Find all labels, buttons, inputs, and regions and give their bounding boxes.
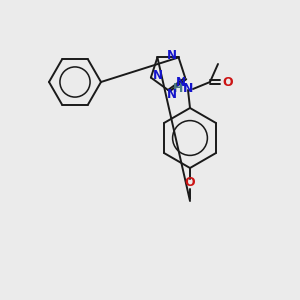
Text: O: O — [223, 76, 233, 88]
Text: N: N — [176, 76, 186, 89]
Text: N: N — [167, 49, 177, 62]
Text: N: N — [153, 69, 163, 82]
Text: H: H — [173, 82, 183, 95]
Text: N: N — [167, 88, 177, 101]
Text: O: O — [185, 176, 195, 190]
Text: N: N — [183, 82, 193, 95]
